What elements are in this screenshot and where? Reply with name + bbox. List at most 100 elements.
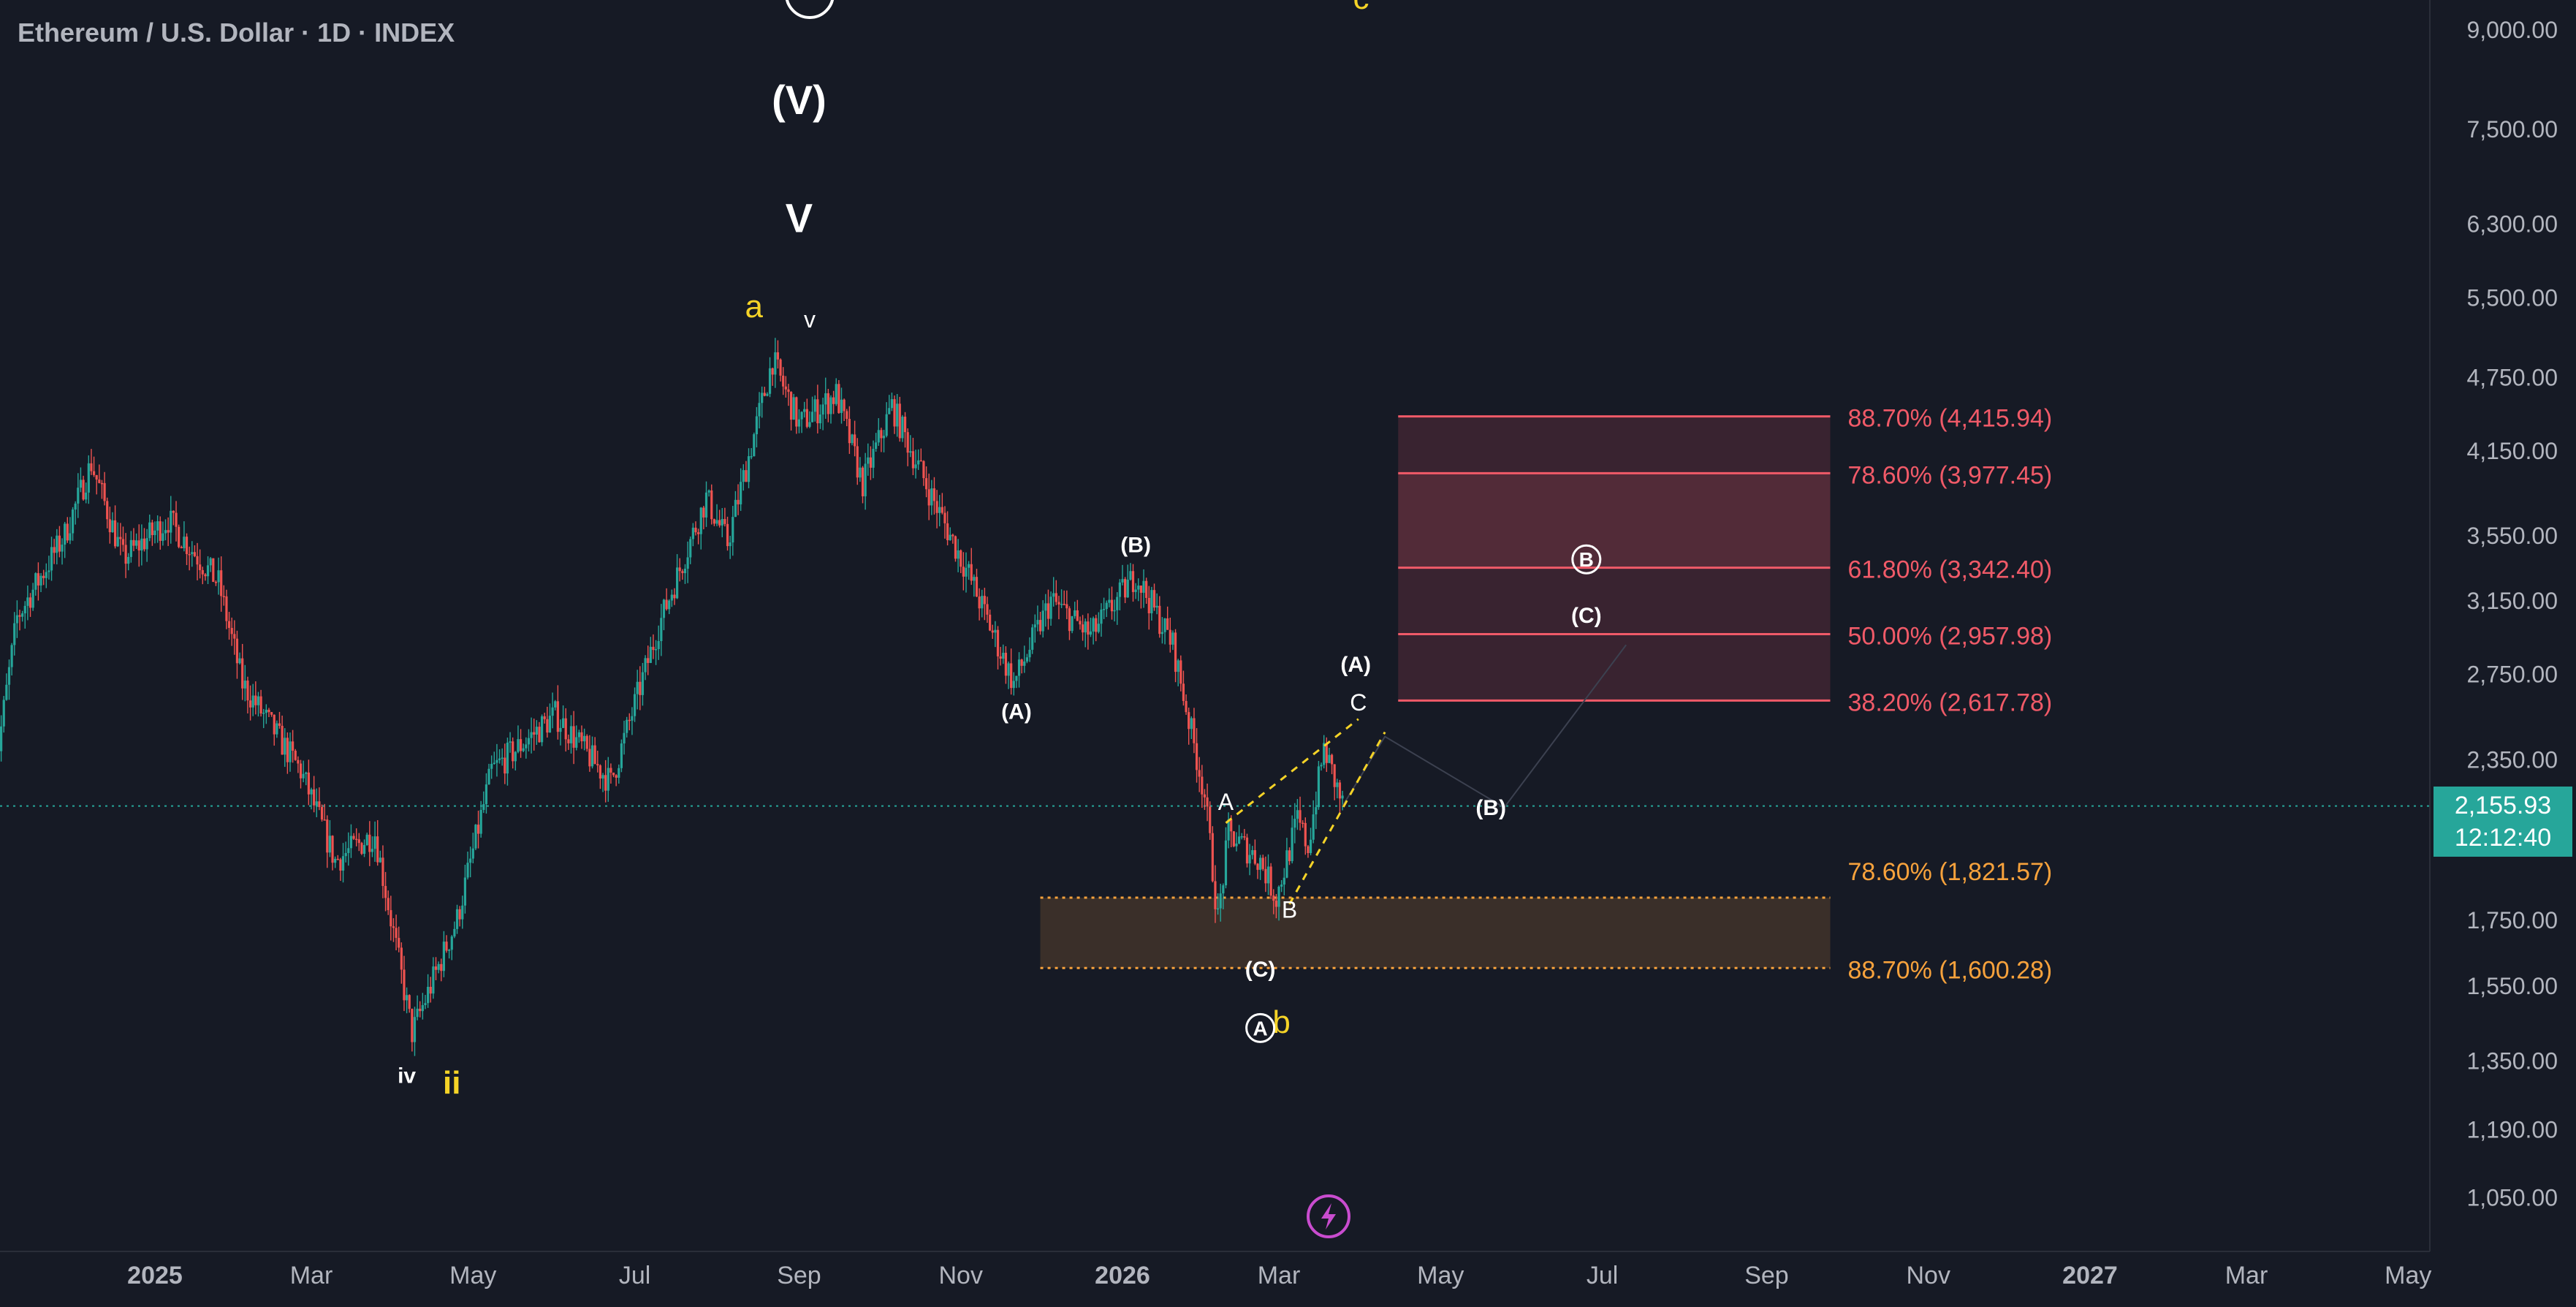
candle-body — [626, 719, 628, 733]
candle-body — [702, 507, 705, 518]
candle-body — [1193, 718, 1196, 743]
candle-body — [368, 834, 371, 852]
candle-body — [313, 789, 316, 806]
x-tick-label: Jul — [1587, 1262, 1618, 1289]
candle-body — [864, 463, 867, 496]
candle-body — [848, 419, 851, 444]
candle-body — [631, 716, 634, 721]
fib-resistance-label: 88.70% (4,415.94) — [1848, 405, 2053, 433]
candle-body — [217, 570, 220, 583]
candle-body — [424, 1003, 427, 1006]
candle-body — [233, 634, 236, 639]
candle-body — [292, 741, 295, 751]
candle-body — [1188, 712, 1190, 730]
candle-body — [973, 577, 976, 581]
candle-body — [151, 522, 153, 536]
circled-wave-label: A — [1253, 1017, 1268, 1039]
candle-body — [1243, 836, 1246, 838]
candle-body — [1110, 599, 1114, 612]
candle-body — [1100, 609, 1103, 624]
candle-body — [800, 412, 803, 420]
candle-body — [612, 772, 615, 776]
candle-body — [827, 393, 829, 414]
candle-body — [707, 490, 710, 493]
candle-body — [1017, 659, 1021, 676]
candle-body — [1131, 571, 1135, 592]
candle-body — [1240, 836, 1243, 838]
candle-body — [1084, 621, 1087, 633]
fib-resistance-zone — [1398, 416, 1831, 701]
candle-body — [753, 434, 756, 457]
candle-body — [103, 482, 106, 501]
candle-body — [1025, 657, 1029, 662]
wave-label: (V) — [772, 77, 827, 123]
candle-body — [175, 512, 178, 527]
candle-body — [932, 488, 936, 501]
y-tick-label: 5,500.00 — [2466, 284, 2558, 311]
candle-body — [302, 773, 305, 778]
candle-body — [183, 537, 186, 548]
candle-body — [455, 909, 459, 929]
candle-body — [965, 567, 968, 577]
candle-body — [85, 492, 88, 500]
candle-body — [697, 532, 700, 534]
candle-body — [522, 748, 525, 751]
candle-body — [29, 597, 32, 608]
wave-overlays — [1225, 644, 1627, 905]
candle-body — [1277, 887, 1280, 907]
candle-body — [922, 461, 925, 479]
candle-body — [991, 630, 994, 633]
candle-body — [615, 775, 618, 778]
candle-body — [1171, 632, 1174, 645]
candle-body — [774, 352, 777, 375]
candle-body — [1121, 579, 1124, 583]
wave-label: iv — [398, 1064, 416, 1088]
candle-body — [943, 512, 946, 523]
candle-body — [413, 1017, 417, 1042]
candle-body — [567, 739, 570, 743]
candle-body — [818, 414, 822, 424]
candle-body — [445, 942, 448, 951]
candle-body — [379, 857, 381, 863]
candle-body — [204, 574, 207, 577]
candle-body — [639, 681, 642, 695]
candle-body — [859, 467, 862, 478]
candle-body — [1044, 603, 1047, 611]
candle-body — [1264, 868, 1267, 884]
candle-body — [789, 392, 793, 420]
candle-body — [148, 522, 151, 539]
candle-body — [771, 368, 774, 375]
candle-body — [999, 656, 1002, 659]
candle-body — [1211, 833, 1214, 882]
y-tick-label: 2,350.00 — [2466, 747, 2558, 773]
candle-body — [837, 384, 840, 413]
candle-body — [665, 599, 668, 610]
candle-body — [1012, 681, 1015, 689]
candle-body — [310, 789, 313, 795]
candle-body — [294, 750, 297, 760]
candle-body — [56, 535, 58, 553]
candle-body — [1041, 610, 1044, 632]
y-tick-label: 1,050.00 — [2466, 1185, 2558, 1211]
candle-body — [1182, 683, 1185, 701]
candle-body — [546, 719, 549, 733]
candle-body — [577, 732, 580, 738]
candle-body — [270, 712, 273, 715]
candle-body — [5, 684, 8, 700]
lightning-icon — [1307, 1194, 1350, 1238]
candle-body — [898, 404, 901, 439]
fib-resistance-label: 50.00% (2,957.98) — [1848, 623, 2053, 651]
candle-body — [119, 537, 122, 539]
candle-body — [39, 575, 42, 586]
candle-body — [159, 521, 162, 541]
candle-body — [1203, 794, 1207, 798]
candle-body — [357, 839, 360, 844]
y-tick-label: 7,500.00 — [2466, 116, 2558, 143]
candle-body — [479, 809, 482, 834]
candle-body — [890, 399, 894, 409]
fib-resistance-label: 61.80% (3,342.40) — [1848, 556, 2053, 584]
candle-body — [1074, 610, 1076, 616]
candle-body — [34, 573, 37, 590]
candle-body — [512, 741, 514, 762]
